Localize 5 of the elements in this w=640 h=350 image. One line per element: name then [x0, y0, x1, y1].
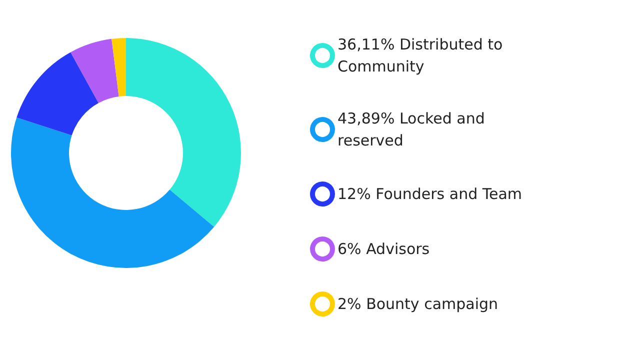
- legend-label: 2% Bounty campaign: [338, 295, 498, 313]
- legend-label: 43,89% Locked and reserved: [338, 110, 490, 150]
- legend-label: 12% Founders and Team: [338, 185, 522, 203]
- legend-label: 36,11% Distributed to Community: [338, 36, 508, 76]
- legend-label: 6% Advisors: [338, 240, 430, 258]
